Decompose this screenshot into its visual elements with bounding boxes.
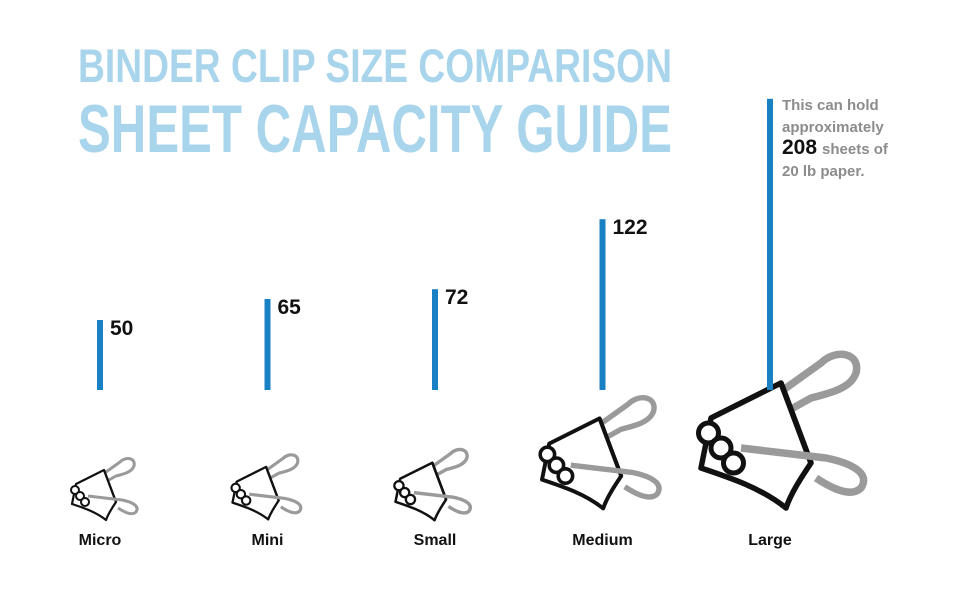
chart-subtitle: SHEET CAPACITY GUIDE [78, 91, 672, 167]
category-label: Micro [79, 532, 122, 549]
category-label: Small [414, 532, 457, 549]
category-label: Mini [252, 532, 284, 549]
annotation-line: 20 lb paper. [782, 163, 865, 180]
value-label: 122 [613, 216, 648, 239]
clip-icon [699, 354, 864, 508]
clip-icon [229, 453, 303, 521]
annotation-line: approximately [782, 119, 884, 136]
clip-icon [69, 457, 139, 522]
value-label: 50 [110, 317, 133, 340]
annotation: This can hold approximately [782, 97, 884, 136]
category-label: Large [748, 532, 792, 549]
annotation-line: This can hold [782, 97, 879, 114]
bar [97, 320, 103, 390]
bar [767, 98, 773, 391]
value-label: 72 [445, 286, 468, 309]
clip-icon [540, 398, 659, 509]
annotation-line: sheets of [822, 141, 889, 158]
annotation: 208 sheets of [782, 136, 889, 159]
clip-icon [392, 447, 473, 522]
value-label: 65 [278, 296, 302, 319]
bar [599, 219, 606, 390]
annotation-value: 208 [782, 136, 817, 159]
bar [264, 299, 271, 390]
chart-title: BINDER CLIP SIZE COMPARISON [78, 39, 672, 92]
bar [432, 289, 438, 390]
category-label: Medium [572, 532, 632, 549]
